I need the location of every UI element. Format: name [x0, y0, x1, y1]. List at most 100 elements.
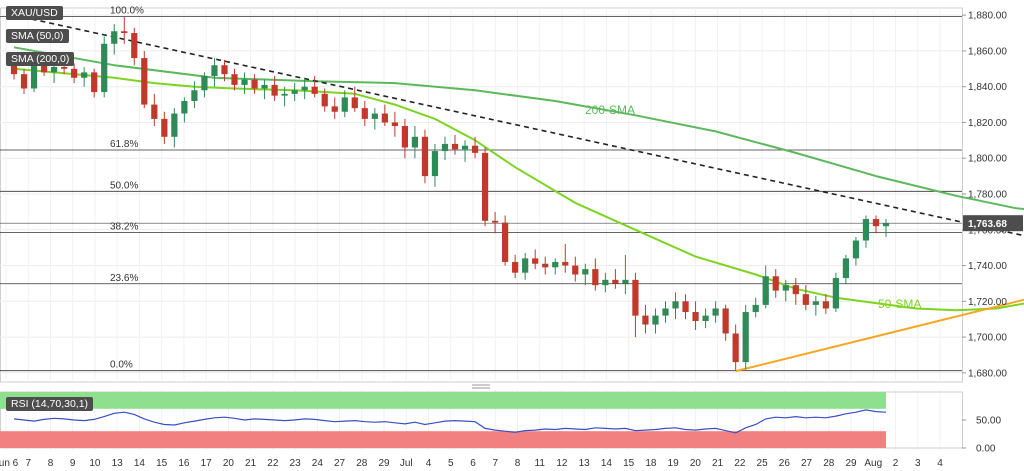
candle-body	[241, 79, 248, 85]
annotations: 200-SMA 50-SMA	[585, 103, 921, 311]
candle-body	[782, 285, 789, 291]
date-tick-label: 15	[156, 458, 168, 469]
candle-body	[311, 86, 318, 94]
candle-body	[61, 67, 68, 69]
date-tick-label: 13	[579, 458, 591, 469]
candle-body	[832, 278, 839, 309]
date-tick-label: 18	[645, 458, 657, 469]
price-tick-label: 1,720.00	[968, 297, 1007, 308]
symbol-label: XAU/USD	[6, 6, 63, 20]
fib-level-label: 38.2%	[110, 222, 138, 233]
candle-body	[882, 223, 890, 227]
candle-body	[752, 304, 759, 313]
candle-body	[221, 65, 228, 75]
date-tick-label: 4	[426, 458, 432, 469]
candle-body	[351, 97, 358, 109]
candle-body	[91, 72, 98, 93]
candle-body	[81, 72, 88, 78]
candle-body	[672, 301, 679, 309]
sma200-annotation: 200-SMA	[585, 103, 635, 117]
candle-body	[632, 279, 639, 316]
price-tick-label: 1,860.00	[968, 46, 1007, 57]
candle-body	[411, 136, 419, 148]
candle-body	[441, 143, 449, 152]
fib-level-label: 23.6%	[110, 273, 138, 284]
date-tick-label: 11	[535, 458, 546, 469]
candle-body	[642, 315, 649, 325]
candle-body	[692, 312, 699, 321]
candle-body	[211, 65, 218, 76]
candle-body	[522, 258, 529, 273]
candle-body	[341, 97, 348, 112]
candle-body	[542, 263, 549, 268]
indicator-lines	[13, 14, 1024, 373]
date-tick-label: 14	[601, 458, 613, 469]
date-tick-label: 23	[290, 458, 302, 469]
candle-body	[301, 86, 308, 91]
candle-body	[191, 90, 198, 101]
price-tick-label: 1,780.00	[968, 190, 1007, 201]
candlesticks	[10, 16, 890, 372]
date-tick-label: 28	[823, 458, 835, 469]
grid	[0, 7, 963, 450]
candle-body	[50, 67, 58, 73]
date-tick-label: 21	[245, 458, 257, 469]
candle-body	[371, 113, 378, 119]
candle-body	[562, 261, 569, 266]
candle-body	[491, 220, 499, 223]
candle-body	[822, 301, 829, 309]
date-tick-label: 29	[378, 458, 390, 469]
date-tick-label: 24	[312, 458, 324, 469]
candle-body	[421, 136, 429, 177]
candle-body	[772, 276, 779, 291]
date-axis: Jun 67891013141516172021222324272829Jul4…	[0, 458, 943, 469]
candle-body	[592, 269, 599, 286]
candle-body	[141, 58, 148, 105]
date-tick-label: 29	[845, 458, 857, 469]
candle-body	[251, 79, 258, 89]
date-tick-label: 25	[757, 458, 769, 469]
rsi-overbought-zone	[0, 392, 886, 409]
date-tick-label: 12	[556, 458, 568, 469]
candle-body	[762, 276, 769, 305]
candle-body	[30, 63, 38, 89]
sma50-label: SMA (50,0)	[6, 29, 69, 43]
support-trendline	[735, 298, 1024, 373]
rsi-label: RSI (14,70,30,1)	[6, 397, 94, 411]
candle-body	[612, 279, 619, 284]
candle-body	[181, 101, 188, 114]
date-tick-label: Aug	[864, 458, 882, 469]
candle-body	[291, 90, 298, 94]
date-tick-label: 28	[356, 458, 368, 469]
candle-body	[451, 143, 459, 150]
candle-body	[732, 333, 739, 363]
date-tick-label: 22	[267, 458, 279, 469]
candle-body	[271, 84, 278, 96]
candle-body	[171, 113, 178, 137]
candle-body	[331, 106, 338, 112]
rsi-tick-label: 0.00	[976, 444, 996, 455]
candle-body	[71, 68, 78, 78]
candle-body	[161, 118, 168, 137]
price-tick-label: 1,700.00	[968, 333, 1007, 344]
price-tick-label: 1,840.00	[968, 82, 1007, 93]
date-tick-label: 17	[201, 458, 213, 469]
resistance-trendline	[13, 14, 1024, 237]
fib-level-label: 50.0%	[110, 180, 138, 191]
candle-body	[401, 126, 409, 148]
candle-body	[40, 63, 48, 73]
candle-body	[682, 301, 689, 313]
last-price-value: 1,763.68	[968, 219, 1007, 230]
candle-body	[502, 222, 509, 262]
candle-body	[261, 84, 268, 89]
candle-body	[652, 315, 659, 325]
fibonacci-levels: 100.0% 61.8% 50.0% 38.2% 23.6% 0.0%	[0, 5, 962, 372]
fib-level-label: 100.0%	[110, 5, 144, 16]
price-tick-label: 1,820.00	[968, 118, 1007, 129]
price-tick-label: 1,880.00	[968, 11, 1007, 22]
date-tick-label: 6	[470, 458, 476, 469]
candle-body	[361, 108, 368, 119]
candle-body	[391, 122, 398, 127]
date-tick-label: 27	[334, 458, 346, 469]
last-price-badge	[963, 215, 1023, 232]
